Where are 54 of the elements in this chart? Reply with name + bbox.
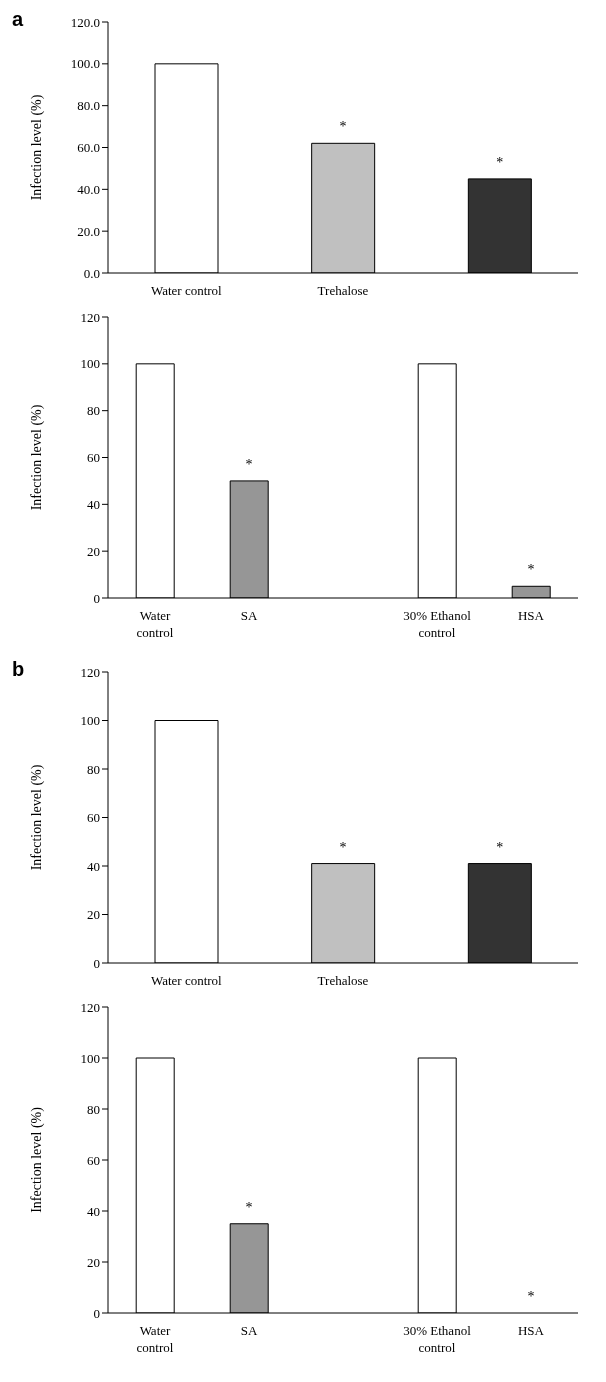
x-tick-label: Water control <box>150 283 223 298</box>
y-tick-label: 40 <box>87 1203 100 1219</box>
data-label: * <box>339 839 347 855</box>
x-tick-label: Trehalose <box>317 973 369 988</box>
y-tick-label: 20.0 <box>77 223 100 239</box>
y-tick-label: 60 <box>87 810 100 826</box>
x-tick-label: HSA <box>517 608 545 623</box>
data-label: * <box>527 562 535 578</box>
y-tick-label: 20 <box>87 1254 100 1270</box>
y-tick-label: 80 <box>87 761 100 777</box>
y-tick-label: 0 <box>93 955 100 971</box>
y-tick-label: 40.0 <box>77 181 100 197</box>
y-tick-label: 60 <box>87 1152 100 1168</box>
y-tick-label: 40 <box>87 496 100 512</box>
x-tick-label: Water control <box>136 1323 174 1355</box>
x-tick-label: Trehalose <box>317 283 369 298</box>
y-tick-label: 0.0 <box>83 265 100 281</box>
y-tick-label: 20 <box>87 543 100 559</box>
data-label: * <box>527 1289 535 1304</box>
x-tick-label: SA <box>240 1323 258 1338</box>
y-tick-label: 60.0 <box>77 140 100 156</box>
y-tick-label: 0 <box>93 590 100 606</box>
x-tick-label: 30% Ethanol control <box>403 608 472 640</box>
y-tick-label: 100 <box>80 713 100 729</box>
y-tick-label: 120.0 <box>70 14 100 30</box>
x-tick-label: SA <box>240 608 258 623</box>
y-tick-label: 0 <box>93 1305 100 1321</box>
y-axis-title: Infection level (%) <box>28 1106 45 1213</box>
data-label: * <box>339 119 347 135</box>
y-tick-label: 120 <box>80 999 100 1015</box>
y-tick-label: 40 <box>87 858 100 874</box>
y-axis-title: Infection level (%) <box>28 94 45 201</box>
y-tick-label: 60 <box>87 450 100 466</box>
chart-title: b <box>12 658 25 681</box>
y-tick-label: 80.0 <box>77 98 100 114</box>
data-label: * <box>245 456 253 472</box>
y-tick-label: 120 <box>80 309 100 325</box>
data-label: * <box>496 154 504 170</box>
chart-title: a <box>12 8 24 31</box>
y-tick-label: 80 <box>87 403 100 419</box>
y-tick-label: 120 <box>80 664 100 680</box>
x-tick-label: 30% Ethanol control <box>403 1323 472 1355</box>
data-label: * <box>245 1199 253 1215</box>
x-tick-label: Water control <box>150 973 223 988</box>
y-tick-label: 100 <box>80 1050 100 1066</box>
y-axis-title: Infection level (%) <box>28 764 45 871</box>
y-axis-title: Infection level (%) <box>28 404 45 511</box>
y-tick-label: 100 <box>80 356 100 372</box>
x-tick-label: HSA <box>517 1323 545 1338</box>
data-label: * <box>496 839 504 855</box>
x-tick-label: Water control <box>136 608 174 640</box>
y-tick-label: 20 <box>87 907 100 923</box>
y-tick-label: 80 <box>87 1101 100 1117</box>
y-tick-label: 100.0 <box>70 56 100 72</box>
